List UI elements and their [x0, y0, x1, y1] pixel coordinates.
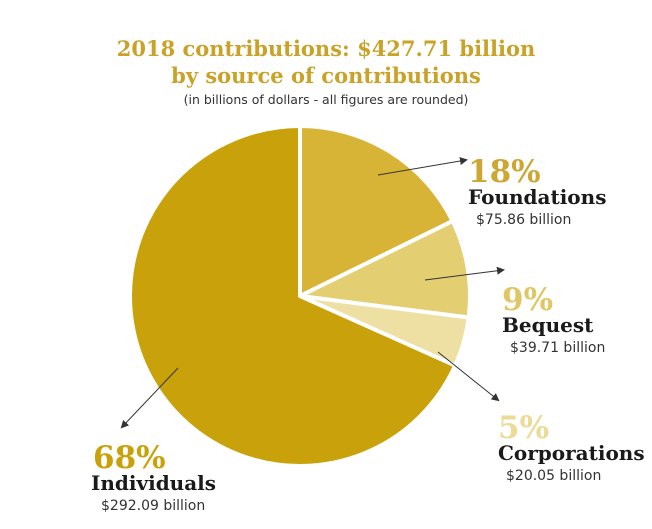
- leader-arrow-corporations: [437, 351, 500, 402]
- chart-title: 2018 contributions: $427.71 billion: [116, 36, 536, 61]
- percent-label-bequest: 9%: [502, 282, 553, 318]
- pie-slice-individuals: [128, 124, 458, 468]
- pie-slice-foundations: [298, 124, 455, 298]
- percent-label-foundations: 18%: [468, 154, 541, 190]
- chart-note: (in billions of dollars - all figures ar…: [183, 92, 469, 107]
- leader-arrow-individuals: [120, 367, 179, 429]
- amount-label-corporations: $20.05 billion: [506, 468, 601, 484]
- leader-arrow-bequest: [424, 266, 505, 281]
- amount-label-foundations: $75.86 billion: [476, 212, 571, 228]
- category-label-corporations: Corporations: [498, 441, 645, 465]
- category-label-bequest: Bequest: [502, 313, 594, 337]
- category-label-foundations: Foundations: [468, 185, 606, 209]
- amount-label-bequest: $39.71 billion: [510, 340, 605, 356]
- percent-label-corporations: 5%: [498, 410, 549, 446]
- category-label-individuals: Individuals: [91, 471, 216, 495]
- percent-label-individuals: 68%: [93, 440, 166, 476]
- amount-label-individuals: $292.09 billion: [101, 498, 205, 514]
- chart-subtitle: by source of contributions: [171, 63, 481, 88]
- pie-slice-bequest: [298, 219, 472, 320]
- leader-arrow-foundations: [377, 157, 468, 176]
